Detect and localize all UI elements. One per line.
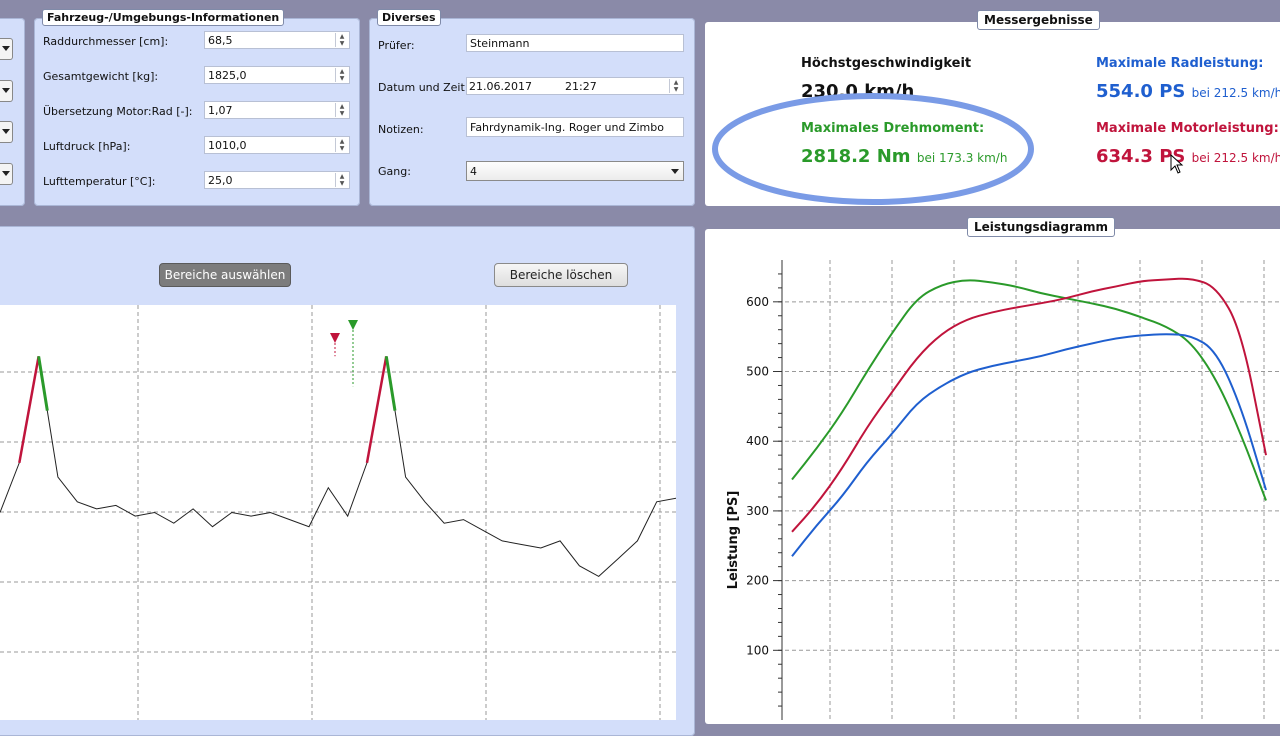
- range-markers: [330, 320, 358, 343]
- gear-ratio-label: Übersetzung Motor:Rad [-]:: [43, 105, 193, 118]
- air-temperature-value: 25,0: [208, 174, 233, 187]
- notes-label: Notizen:: [378, 123, 424, 136]
- notes-value: Fahrdynamik-Ing. Roger und Zimbo: [470, 121, 664, 134]
- vehicle-panel: Fahrzeug-/Umgebungs-Informationen Raddur…: [34, 9, 360, 206]
- power-series-line: [791, 277, 1267, 533]
- trace-line: [0, 356, 676, 578]
- y-tick-label: 500: [746, 365, 769, 379]
- total-weight-input[interactable]: 1825,0 ▲ ▼: [204, 66, 350, 84]
- top-speed-block: Höchstgeschwindigkeit 230.0 km/h: [801, 56, 971, 102]
- power-chart-title: Leistungsdiagramm: [967, 217, 1116, 237]
- pruefer-input[interactable]: Steinmann: [466, 34, 684, 52]
- top-speed-label: Höchstgeschwindigkeit: [801, 56, 972, 71]
- spin-icon[interactable]: ▲ ▼: [335, 103, 348, 117]
- torque-at: bei 173.3 km/h: [916, 151, 1008, 165]
- wheel-power-label: Maximale Radleistung:: [1096, 56, 1264, 71]
- chevron-down-icon: [671, 169, 679, 174]
- wheel-power-at: bei 212.5 km/h: [1191, 86, 1280, 100]
- range-start-marker-icon[interactable]: [330, 333, 340, 343]
- wheel-diameter-label: Raddurchmesser [cm]:: [43, 35, 169, 48]
- y-tick-label: 300: [746, 504, 769, 518]
- wheel-power-value: 554.0 PS: [1096, 81, 1186, 102]
- y-tick-label: 600: [746, 295, 769, 309]
- engine-power-value: 634.3 PS: [1096, 146, 1186, 167]
- spin-icon[interactable]: ▲ ▼: [335, 33, 348, 47]
- engine-power-label: Maximale Motorleistung:: [1096, 121, 1279, 136]
- left-combo-2[interactable]: [0, 80, 13, 102]
- wheel-diameter-input[interactable]: 68,5 ▲ ▼: [204, 31, 350, 49]
- mouse-cursor-icon: [1170, 154, 1184, 174]
- gear-ratio-value: 1,07: [208, 104, 233, 117]
- misc-panel-title: Diverses: [377, 9, 441, 26]
- left-combo-4[interactable]: [0, 163, 13, 185]
- power-grid: [785, 260, 1280, 720]
- pruefer-value: Steinmann: [470, 37, 530, 50]
- spin-icon[interactable]: ▲ ▼: [335, 68, 348, 82]
- torque-block: Maximales Drehmoment: 2818.2 Nm bei 173.…: [801, 121, 1007, 167]
- vehicle-panel-title: Fahrzeug-/Umgebungs-Informationen: [42, 9, 285, 26]
- date-value: 21.06.2017: [469, 80, 532, 93]
- wheel-diameter-value: 68,5: [208, 34, 233, 47]
- total-weight-value: 1825,0: [208, 69, 247, 82]
- spin-icon[interactable]: ▲ ▼: [335, 138, 348, 152]
- range-end-marker-icon[interactable]: [348, 320, 358, 330]
- engine-power-block: Maximale Motorleistung: 634.3 PS bei 212…: [1096, 121, 1280, 167]
- highlight-ellipse: [712, 93, 1034, 205]
- select-ranges-button[interactable]: Bereiche auswählen: [159, 263, 291, 287]
- results-panel: Messergebnisse Höchstgeschwindigkeit 230…: [705, 10, 1280, 206]
- gear-select[interactable]: 4: [466, 161, 684, 181]
- spin-icon[interactable]: ▲ ▼: [335, 173, 348, 187]
- notes-input[interactable]: Fahrdynamik-Ing. Roger und Zimbo: [466, 117, 684, 137]
- torque-label: Maximales Drehmoment:: [801, 121, 985, 136]
- air-pressure-input[interactable]: 1010,0 ▲ ▼: [204, 136, 350, 154]
- trace-chart[interactable]: [0, 305, 676, 720]
- engine-power-at: bei 212.5 km/h: [1191, 151, 1280, 165]
- power-chart: Leistung [PS] 100 200 300 400 500 600: [726, 260, 1280, 720]
- total-weight-label: Gesamtgewicht [kg]:: [43, 70, 159, 83]
- range-rise-segment: [18, 356, 40, 464]
- power-series-line: [791, 333, 1267, 557]
- top-speed-value: 230.0 km/h: [801, 81, 915, 102]
- time-value: 21:27: [565, 80, 597, 93]
- datetime-label: Datum und Zeit:: [378, 81, 469, 94]
- range-fall-segment: [384, 356, 397, 411]
- y-tick-label: 200: [746, 574, 769, 588]
- air-temperature-label: Lufttemperatur [°C]:: [43, 175, 156, 188]
- misc-panel: Diverses Prüfer: Steinmann Datum und Zei…: [369, 9, 695, 206]
- torque-value: 2818.2 Nm: [801, 146, 911, 167]
- clear-ranges-button[interactable]: Bereiche löschen: [494, 263, 628, 287]
- left-combo-1[interactable]: [0, 38, 13, 60]
- results-panel-title: Messergebnisse: [977, 10, 1100, 30]
- trace-lines: [0, 330, 676, 578]
- air-pressure-label: Luftdruck [hPa]:: [43, 140, 131, 153]
- gear-ratio-input[interactable]: 1,07 ▲ ▼: [204, 101, 350, 119]
- air-temperature-input[interactable]: 25,0 ▲ ▼: [204, 171, 350, 189]
- y-tick-label: 400: [746, 434, 769, 448]
- gear-label: Gang:: [378, 165, 411, 178]
- y-tick-label: 100: [746, 643, 769, 657]
- power-ticks: 100 200 300 400 500 600: [746, 260, 783, 720]
- gear-value: 4: [470, 165, 477, 178]
- spin-icon[interactable]: ▲ ▼: [669, 79, 682, 93]
- power-lines: [791, 277, 1267, 557]
- range-fall-segment: [37, 356, 49, 411]
- power-chart-ylabel: Leistung [PS]: [726, 491, 741, 590]
- wheel-power-block: Maximale Radleistung: 554.0 PS bei 212.5…: [1096, 56, 1280, 102]
- pruefer-label: Prüfer:: [378, 39, 415, 52]
- trace-grid: [0, 305, 676, 720]
- left-combo-3[interactable]: [0, 121, 13, 143]
- range-rise-segment: [365, 356, 388, 464]
- datetime-input[interactable]: 21.06.2017 21:27 ▲ ▼: [466, 77, 684, 95]
- air-pressure-value: 1010,0: [208, 139, 247, 152]
